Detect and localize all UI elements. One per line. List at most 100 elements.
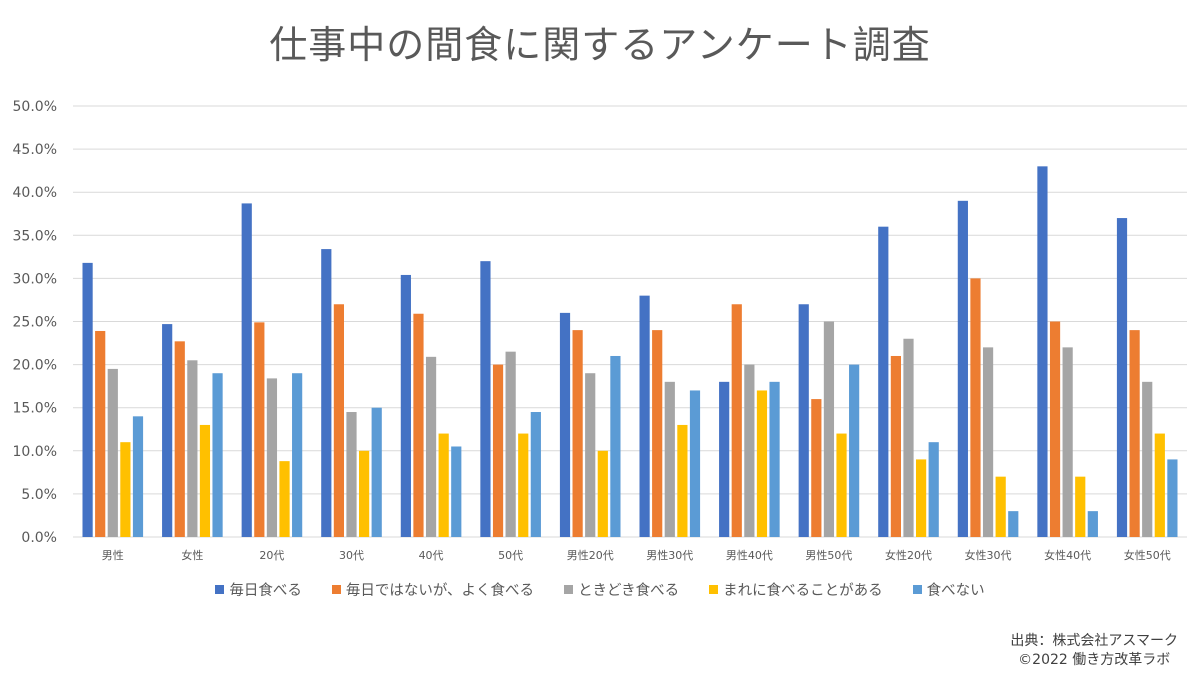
bar [572,330,583,537]
bar [610,355,621,537]
bar [731,304,742,537]
x-tick-label: 女性50代 [1124,548,1171,562]
bar [1075,476,1086,537]
gridlines [73,105,1187,538]
bar [836,433,847,537]
bar [1154,433,1165,537]
legend-label: ときどき食べる [578,583,680,599]
source-line: 出典：株式会社アスマーク [1010,633,1178,649]
bar [212,373,223,537]
x-tick-label: 男性50代 [805,548,852,562]
legend-item: まれに食べることがある [709,579,883,600]
legend-item: 毎日ではないが、よく食べる [331,579,535,600]
y-tick-label: 25.0% [13,315,57,331]
legend-label: 食べない [926,583,985,599]
bar [798,304,809,537]
bar [266,378,278,537]
bar [1116,218,1128,537]
bar [928,442,939,537]
bar [107,368,118,537]
y-tick-label: 35.0% [13,228,57,244]
x-axis-ticks: 男性 女性 20代 30代 40代 50代 男性20代 男性30代 男性40代 男性50代 女性20… [102,548,1171,562]
bar [1142,381,1153,537]
bar [664,381,675,537]
y-tick-label: 10.0% [13,444,57,460]
bar [995,476,1006,537]
y-tick-label: 5.0% [21,487,57,503]
chart-title: 仕事中の間食に関するアンケート調査 [269,23,931,67]
legend-item: 毎日食べる [215,579,302,600]
x-tick-label: 男性40代 [726,548,773,562]
x-tick-label: 30代 [339,549,364,562]
x-tick-label: 40代 [419,549,444,562]
bar [120,442,131,537]
x-tick-label: 20代 [259,549,284,562]
bar [492,364,504,537]
bar [1008,511,1019,537]
x-tick-label: 50代 [498,549,523,562]
legend-swatch [912,585,922,594]
bar [371,407,382,537]
x-tick-label: 女性 [181,548,203,562]
bar [689,390,701,537]
bar [333,304,344,537]
bar [530,412,541,537]
bar [903,338,914,537]
copyright-line: ©2022 働き方改革ラボ [1018,652,1171,668]
y-tick-label: 0.0% [21,530,57,546]
bar [916,459,927,537]
bar [321,249,332,537]
x-tick-label: 男性30代 [646,548,693,562]
x-tick-label: 男性 [102,548,124,562]
bar [413,313,424,537]
bar [652,330,663,537]
bar [1129,330,1140,537]
bar [1049,321,1061,537]
bar [254,322,265,537]
bar [677,424,688,537]
x-tick-label: 女性30代 [965,548,1012,562]
x-tick-label: 女性40代 [1044,548,1091,562]
legend-swatch [564,585,574,594]
legend-swatch [215,585,225,594]
bar [744,364,755,537]
bar [811,399,822,537]
legend-item: ときどき食べる [564,579,679,600]
bar [823,321,835,537]
x-tick-label: 女性20代 [885,548,932,562]
bar [1167,459,1178,537]
legend-swatch [331,585,341,594]
bar [187,360,198,537]
y-tick-label: 50.0% [13,99,57,115]
legend-label: まれに食べることがある [723,583,883,599]
legend-item: 食べない [912,579,985,600]
source-credit: 出典：株式会社アスマーク ©2022 働き方改革ラボ [1010,632,1178,670]
y-tick-label: 15.0% [13,401,57,417]
legend-label: 毎日ではないが、よく食べる [345,583,535,599]
bar [1037,166,1048,537]
bar [82,262,93,537]
bar [719,381,730,537]
bar [505,351,516,537]
bar [559,312,571,537]
bar [1062,347,1073,537]
bar [241,203,252,537]
bar [518,433,529,537]
y-tick-label: 40.0% [13,185,57,201]
bar [292,373,303,537]
bar [970,278,981,537]
legend-label: 毎日食べる [229,583,302,599]
bar [982,347,994,537]
bar [174,341,185,537]
bar [279,461,290,537]
legend-swatch [709,585,719,594]
y-tick-label: 45.0% [13,142,57,158]
y-axis-ticks: 0.0% 5.0% 10.0% 15.0% 20.0% 25.0% 30.0% 35.0% 40… [13,99,57,546]
bar [957,200,968,537]
bar [849,364,860,537]
bar [639,295,650,537]
legend: 毎日食べる 毎日ではないが、よく食べる ときどき食べる まれに食べることがある 食べない [0,579,1200,600]
x-tick-label: 男性20代 [567,548,614,562]
bar [438,433,449,537]
